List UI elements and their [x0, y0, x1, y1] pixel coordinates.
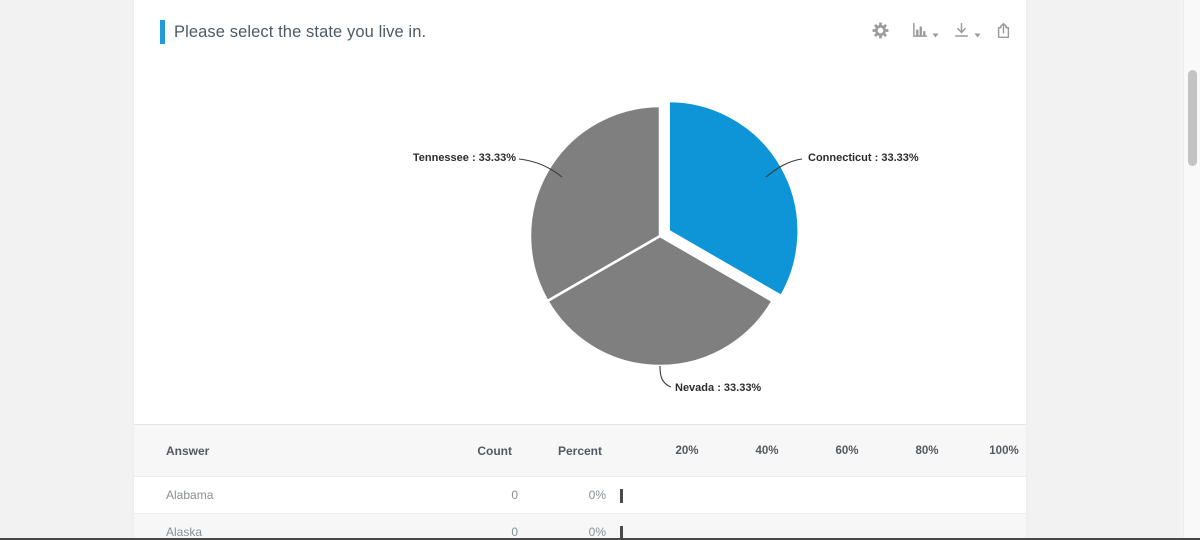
scale-label-80: 80% — [915, 445, 939, 457]
pie-slice-nevada[interactable] — [545, 234, 775, 368]
answer-label: Alaska — [166, 525, 203, 539]
answer-label: Alabama — [166, 488, 214, 502]
gear-icon — [872, 22, 889, 42]
question-result-card: Please select the state you live in. — [134, 0, 1026, 540]
count-value: 0 — [511, 488, 518, 502]
percent-value: 0% — [588, 488, 606, 502]
share-export-icon — [995, 22, 1012, 42]
settings-button[interactable] — [872, 22, 889, 42]
scrollbar-track[interactable] — [1183, 0, 1200, 540]
leader-line-nevada — [659, 365, 672, 388]
percent-value: 0% — [588, 525, 606, 539]
column-header-count: Count — [477, 444, 512, 458]
scale-label-100: 100% — [989, 445, 1019, 457]
count-value: 0 — [511, 525, 518, 539]
pie-label-connecticut: Connecticut : 33.33% — [808, 152, 919, 164]
download-button[interactable] — [953, 22, 981, 42]
pie-slice-tennessee[interactable] — [528, 104, 662, 303]
question-accent-bar — [160, 20, 165, 44]
bar-chart-icon — [911, 22, 928, 42]
table-row-alaska: Alaska 0 0% — [134, 514, 1026, 540]
pie-label-tennessee: Tennessee : 33.33% — [412, 152, 516, 164]
download-icon — [953, 22, 970, 42]
chart-type-button[interactable] — [911, 22, 939, 42]
question-title: Please select the state you live in. — [174, 23, 427, 41]
chevron-down-icon — [932, 26, 939, 41]
scale-label-20: 20% — [675, 445, 699, 457]
scrollbar-thumb[interactable] — [1188, 70, 1197, 166]
pie-label-nevada: Nevada : 33.33% — [675, 382, 762, 394]
toolbar — [872, 22, 1012, 42]
table-row-alabama: Alabama 0 0% — [134, 477, 1026, 514]
leader-line-tennessee — [518, 158, 563, 178]
table-header: Answer Count Percent 20% 40% 60% 80% 100… — [134, 425, 1026, 477]
scale-label-40: 40% — [755, 445, 779, 457]
scale-label-60: 60% — [835, 445, 859, 457]
zero-percent-bar — [620, 489, 623, 503]
zero-percent-bar — [620, 526, 623, 540]
window-bottom-edge — [0, 538, 1200, 540]
share-button[interactable] — [995, 22, 1012, 42]
chevron-down-icon — [974, 26, 981, 41]
column-header-answer: Answer — [166, 444, 210, 458]
answers-table: Answer Count Percent 20% 40% 60% 80% 100… — [134, 424, 1026, 540]
leader-line-connecticut — [765, 158, 803, 178]
column-header-percent: Percent — [557, 444, 602, 458]
pie-chart: Tennessee : 33.33% Connecticut : 33.33% … — [134, 0, 1026, 424]
